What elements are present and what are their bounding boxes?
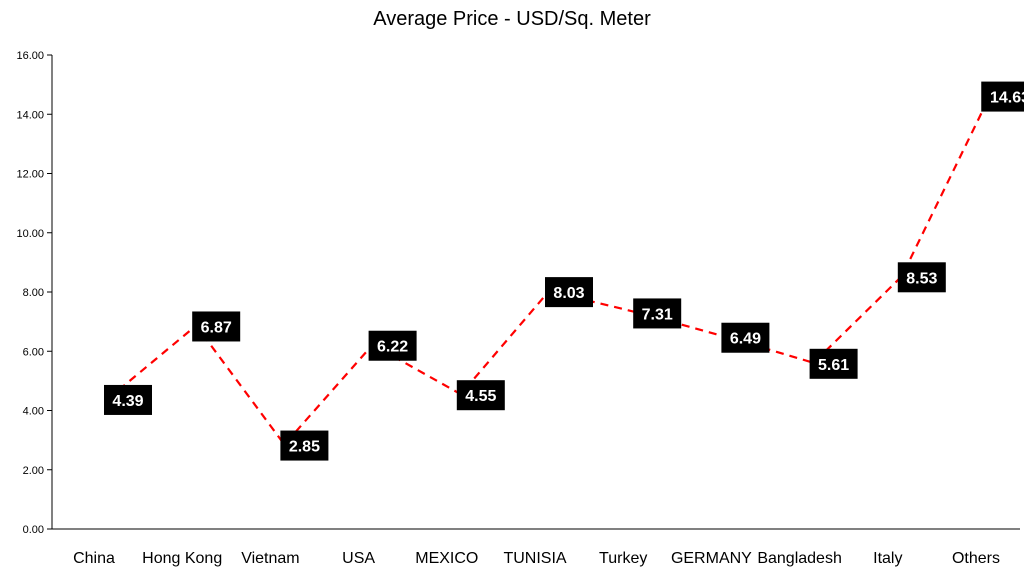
data-label-box [721, 322, 770, 353]
data-label-box [545, 277, 593, 308]
data-label: 4.39 [104, 384, 152, 415]
y-tick-label: 12.00 [16, 169, 44, 181]
x-tick-label: Bangladesh [757, 550, 842, 567]
x-tick-label: GERMANY [671, 550, 752, 567]
y-tick-label: 0.00 [23, 524, 44, 536]
x-tick-label: TUNISIA [503, 550, 566, 567]
x-tick-label: Hong Kong [142, 550, 222, 567]
x-tick-label: Turkey [599, 550, 647, 567]
chart-title: Average Price - USD/Sq. Meter [373, 8, 651, 30]
x-tick-label: China [73, 550, 115, 567]
data-label-text: 2.85 [289, 439, 320, 456]
data-label: 4.55 [456, 380, 505, 411]
data-label-box [633, 298, 682, 329]
data-label-text: 7.31 [642, 306, 673, 323]
data-label-text: 6.87 [201, 319, 232, 336]
data-label: 5.61 [809, 348, 858, 379]
y-tick-label: 16.00 [16, 50, 44, 62]
y-tick-label: 4.00 [23, 406, 44, 418]
x-tick-label: Italy [873, 550, 902, 567]
y-tick-label: 6.00 [23, 346, 44, 358]
data-label-box [809, 348, 858, 379]
data-label: 14.63 [981, 81, 1024, 112]
y-tick-label: 8.00 [23, 287, 44, 299]
data-label-box [192, 311, 241, 342]
data-label: 8.03 [545, 277, 593, 308]
data-label-text: 8.03 [553, 285, 584, 302]
axes [51, 55, 1020, 530]
data-label-text: 8.53 [906, 270, 937, 287]
data-label-text: 5.61 [818, 357, 849, 374]
data-label: 6.49 [721, 322, 770, 353]
data-label-text: 4.39 [112, 393, 143, 410]
x-tick-label: Vietnam [241, 550, 299, 567]
data-label-box [104, 384, 152, 415]
x-axis-labels: China Hong Kong Vietnam USA MEXICO TUNISIA Tur… [73, 550, 1000, 567]
data-label-text: 6.22 [377, 339, 408, 356]
y-tick-label: 14.00 [16, 109, 44, 121]
series-polyline [107, 95, 991, 447]
data-label-text: 6.49 [730, 331, 761, 348]
data-label-text: 4.55 [465, 388, 496, 405]
data-label-box [897, 262, 946, 293]
y-tick-label: 2.00 [23, 465, 44, 477]
y-axis-ticks: 0.00 2.00 4.00 6.00 8.00 10.00 12.00 14.00 16.00 [16, 50, 52, 536]
data-label: 2.85 [280, 430, 329, 461]
data-label-box [280, 430, 329, 461]
data-label: 8.53 [897, 262, 946, 293]
x-tick-label: MEXICO [415, 550, 478, 567]
x-tick-label: USA [342, 550, 375, 567]
data-label: 7.31 [633, 298, 682, 329]
x-tick-label: Others [952, 550, 1000, 567]
data-label: 6.87 [192, 311, 241, 342]
y-tick-label: 10.00 [16, 228, 44, 240]
data-labels: 4.39 6.87 2.85 6.22 4.55 8.03 7.31 6.49 5.61 8.53… [104, 81, 1024, 461]
data-label-box [456, 380, 505, 411]
data-label-box [368, 330, 417, 361]
data-label: 6.22 [368, 330, 417, 361]
data-label-box [981, 81, 1024, 112]
data-label-text: 14.63 [990, 90, 1024, 107]
series-line [107, 95, 991, 447]
